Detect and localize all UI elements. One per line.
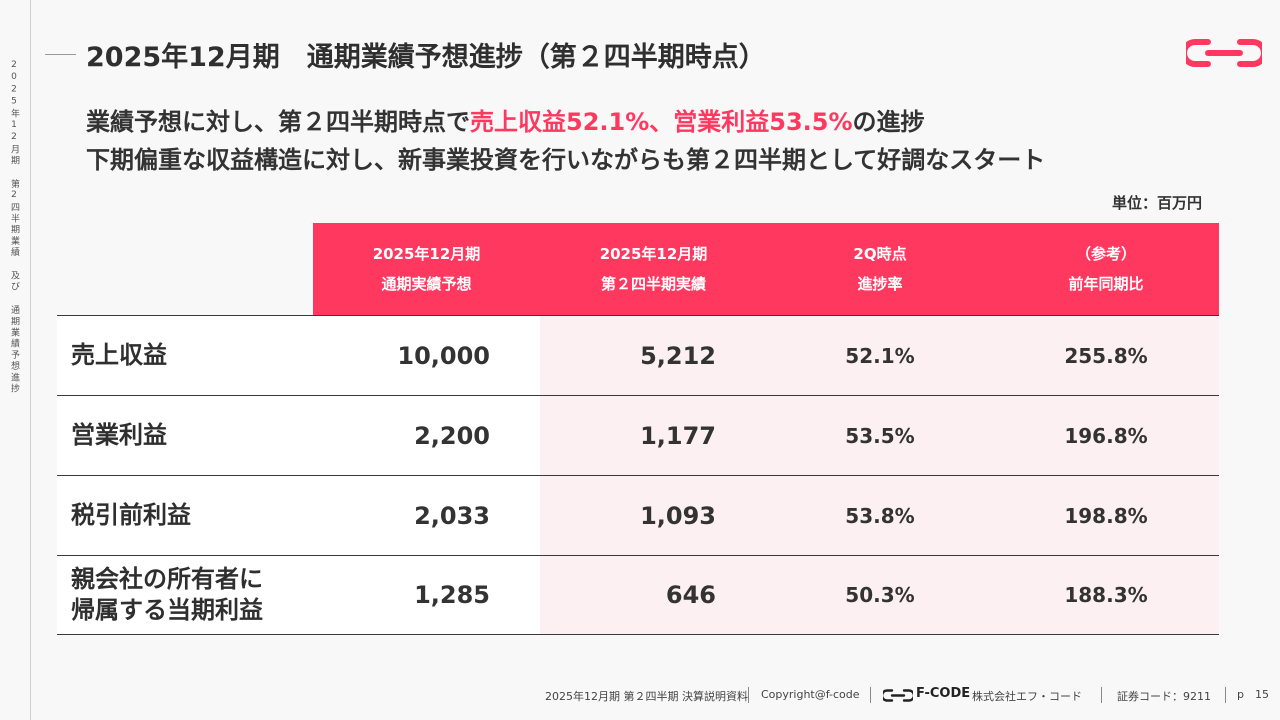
progress-value: 53.5%: [845, 423, 915, 448]
table-row-pretax-profit: 税引前利益 2,033 1,093 53.8% 198.8%: [57, 475, 1219, 555]
f-code-small-logo-icon: [883, 689, 913, 702]
page-title: 2025年12月期 通期業績予想進捗（第２四半期時点）: [86, 42, 766, 73]
row-label: 売上収益: [71, 341, 167, 369]
row-label: 営業利益: [71, 421, 167, 449]
footer-doc-title: 2025年12月期 第２四半期 決算説明資料: [545, 690, 748, 703]
side-strip: 2025年12月期 第2四半期業績 及び 通期業績予想進捗: [0, 0, 31, 720]
f-code-logo-icon: [1186, 39, 1262, 67]
yoy-value: 188.3%: [1064, 583, 1148, 607]
footer-divider: [870, 687, 871, 703]
row-shade: [540, 556, 1219, 634]
header-line: 2Q時点: [853, 245, 907, 263]
headline-text-end: の進捗: [852, 108, 925, 136]
forecast-value: 1,285: [414, 581, 490, 609]
table-row-net-profit: 親会社の所有者に 帰属する当期利益 1,285 646 50.3% 188.3%: [57, 555, 1219, 635]
progress-value: 52.1%: [845, 343, 915, 368]
header-forecast: 2025年12月期 通期実績予想: [313, 223, 540, 315]
title-rule: [45, 54, 76, 55]
yoy-value: 255.8%: [1064, 343, 1148, 368]
header-actual: 2025年12月期 第２四半期実績: [540, 223, 767, 315]
progress-value: 50.3%: [845, 583, 915, 607]
footer-copyright: Copyright@f-code: [761, 688, 860, 701]
footer: 2025年12月期 第２四半期 決算説明資料 Copyright@f-code …: [545, 686, 1275, 706]
unit-label: 単位：百万円: [1111, 194, 1202, 212]
progress-value: 53.8%: [845, 503, 915, 528]
headline-line-1: 業績予想に対し、第２四半期時点で売上収益52.1%、営業利益53.5%の進捗: [86, 103, 1045, 141]
header-line: 第２四半期実績: [600, 275, 706, 293]
row-shade: [540, 396, 1219, 475]
headline: 業績予想に対し、第２四半期時点で売上収益52.1%、営業利益53.5%の進捗 下…: [86, 103, 1045, 179]
header-progress: 2Q時点 進捗率: [767, 223, 993, 315]
footer-divider: [1101, 687, 1102, 703]
results-table: 2025年12月期 通期実績予想 2025年12月期 第２四半期実績 2Q時点 …: [57, 223, 1219, 635]
footer-company: 株式会社エフ・コード: [972, 690, 1082, 703]
yoy-value: 196.8%: [1064, 423, 1148, 448]
row-label-line: 親会社の所有者に: [71, 565, 263, 593]
actual-value: 646: [665, 581, 716, 609]
table-row-operating-profit: 営業利益 2,200 1,177 53.5% 196.8%: [57, 395, 1219, 475]
footer-stock-code: 証券コード：9211: [1117, 690, 1211, 703]
forecast-value: 10,000: [397, 341, 490, 370]
headline-line-2: 下期偏重な収益構造に対し、新事業投資を行いながらも第２四半期として好調なスタート: [86, 146, 1046, 174]
footer-page-number: 15: [1255, 688, 1269, 701]
row-label-line: 帰属する当期利益: [71, 596, 263, 624]
table-header: 2025年12月期 通期実績予想 2025年12月期 第２四半期実績 2Q時点 …: [57, 223, 1219, 315]
header-line: 通期実績予想: [381, 275, 472, 293]
row-shade: [540, 316, 1219, 395]
header-line: 2025年12月期: [372, 245, 481, 263]
row-label: 親会社の所有者に 帰属する当期利益: [71, 556, 321, 634]
footer-page-prefix: p: [1237, 688, 1244, 701]
forecast-value: 2,200: [414, 421, 490, 450]
actual-value: 1,177: [640, 421, 716, 450]
header-line: 進捗率: [857, 275, 903, 293]
header-line: 前年同期比: [1068, 275, 1144, 293]
yoy-value: 198.8%: [1064, 503, 1148, 528]
row-label: 税引前利益: [71, 501, 191, 529]
header-yoy: （参考） 前年同期比: [993, 223, 1219, 315]
forecast-value: 2,033: [414, 501, 490, 530]
headline-highlight: 売上収益52.1%、営業利益53.5%: [470, 108, 853, 136]
side-label: 2025年12月期 第2四半期業績 及び 通期業績予想進捗: [9, 60, 19, 395]
header-line: （参考）: [1075, 245, 1136, 263]
header-line: 2025年12月期: [599, 245, 708, 263]
actual-value: 5,212: [640, 341, 716, 370]
footer-divider: [1225, 687, 1226, 703]
footer-brand: F-CODE: [916, 686, 971, 701]
row-shade: [540, 476, 1219, 555]
actual-value: 1,093: [640, 501, 716, 530]
headline-text: 業績予想に対し、第２四半期時点で: [86, 108, 470, 136]
footer-divider: [748, 687, 749, 703]
table-row-revenue: 売上収益 10,000 5,212 52.1% 255.8%: [57, 315, 1219, 395]
